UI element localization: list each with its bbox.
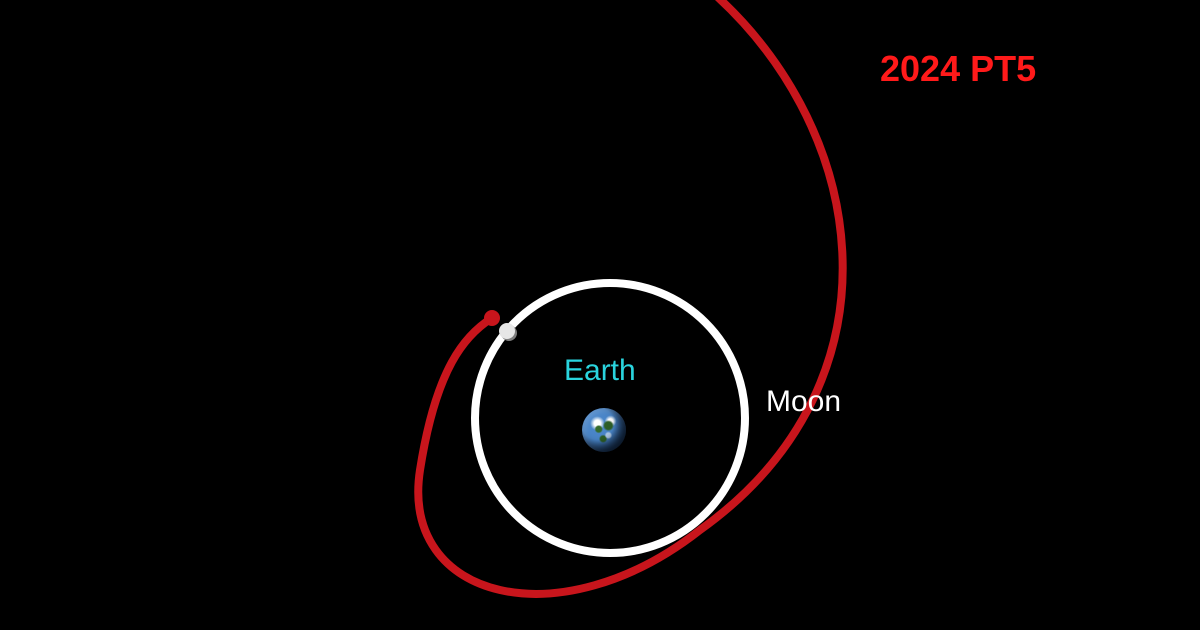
moon-dot [499,323,515,339]
earth-globe-wrap [582,408,626,452]
earth-label: Earth [564,354,636,388]
asteroid-label: 2024 PT5 [880,48,1036,90]
diagram-stage: Earth Moon 2024 PT5 [0,0,1200,630]
background [0,0,1200,630]
moon-label: Moon [766,385,841,419]
asteroid-head [484,310,500,326]
orbit-scene [0,0,1200,630]
earth-globe [582,408,626,452]
